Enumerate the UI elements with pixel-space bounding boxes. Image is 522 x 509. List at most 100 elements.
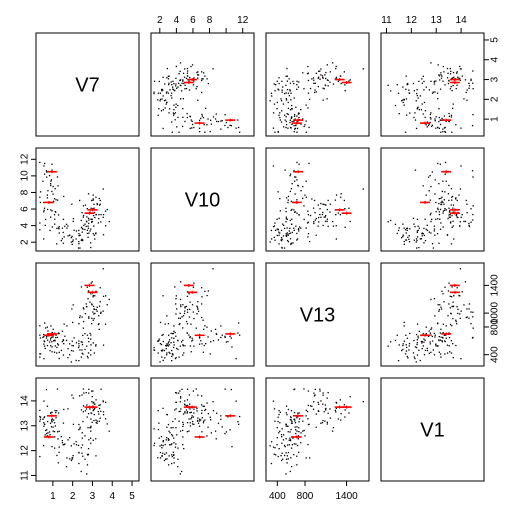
data-point — [197, 301, 199, 303]
data-point — [183, 448, 185, 450]
data-point — [396, 232, 398, 235]
data-point — [326, 79, 328, 81]
data-point — [433, 354, 436, 356]
data-point — [297, 438, 299, 440]
data-point — [86, 208, 88, 210]
data-point — [324, 220, 327, 222]
data-point — [166, 67, 168, 70]
data-point — [215, 113, 217, 115]
data-point — [186, 422, 189, 424]
data-point — [434, 315, 436, 317]
data-point — [448, 207, 450, 209]
data-point — [216, 412, 218, 414]
data-point — [287, 113, 289, 116]
data-point — [98, 413, 100, 415]
data-point — [98, 305, 101, 307]
data-point — [172, 451, 174, 453]
data-point — [93, 211, 96, 214]
data-point — [65, 223, 68, 225]
data-point — [46, 197, 49, 199]
data-point — [305, 196, 307, 198]
data-point — [100, 312, 102, 314]
data-point — [51, 421, 53, 423]
data-point — [159, 321, 162, 324]
data-point — [168, 334, 170, 336]
data-point — [285, 124, 288, 126]
data-point — [280, 121, 283, 123]
data-point — [459, 268, 462, 270]
data-point — [189, 403, 191, 405]
data-point — [450, 70, 452, 72]
data-point — [193, 408, 195, 410]
data-point — [448, 303, 450, 305]
data-point — [281, 442, 283, 444]
data-point — [390, 90, 392, 92]
data-point — [90, 218, 92, 220]
data-point — [418, 80, 420, 82]
data-point — [286, 227, 288, 229]
data-point — [456, 323, 458, 325]
data-point — [466, 89, 468, 91]
data-point — [284, 454, 286, 457]
data-point — [169, 432, 171, 434]
data-point — [422, 75, 424, 77]
data-point — [62, 422, 65, 424]
data-point — [429, 214, 432, 216]
data-point — [86, 404, 88, 406]
data-point — [172, 435, 174, 437]
data-point — [158, 338, 160, 340]
data-point — [444, 286, 446, 288]
data-point — [286, 113, 288, 115]
data-point — [448, 211, 451, 213]
data-point — [180, 408, 182, 410]
data-point — [313, 401, 315, 403]
data-point — [305, 415, 307, 417]
data-point — [210, 330, 212, 332]
data-point — [288, 444, 290, 446]
data-point — [459, 313, 461, 315]
data-point — [163, 100, 166, 102]
data-point — [52, 193, 54, 195]
data-point — [157, 92, 160, 94]
data-point — [91, 199, 93, 202]
data-point — [437, 98, 439, 100]
data-point — [289, 219, 291, 222]
data-point — [225, 431, 228, 433]
data-point — [57, 332, 60, 334]
data-point — [423, 338, 425, 340]
data-point — [291, 422, 293, 424]
panel-V1-vs-V7 — [35, 377, 140, 482]
data-point — [288, 439, 290, 441]
data-point — [465, 316, 467, 319]
data-point — [320, 400, 322, 402]
data-point — [414, 119, 417, 121]
data-point — [177, 86, 179, 88]
data-point — [173, 114, 175, 116]
data-point — [287, 451, 290, 454]
data-point — [439, 304, 441, 306]
data-point — [423, 341, 425, 343]
data-point — [326, 421, 328, 423]
data-point — [58, 357, 60, 360]
data-point — [294, 180, 296, 182]
data-point — [62, 444, 65, 446]
data-point — [91, 221, 93, 223]
data-point — [80, 226, 83, 228]
data-point — [186, 311, 189, 313]
data-point — [444, 334, 447, 336]
data-point — [277, 455, 279, 458]
data-point — [93, 413, 95, 416]
data-point — [184, 68, 186, 70]
data-point — [42, 418, 44, 420]
data-point — [202, 319, 204, 321]
data-point — [290, 243, 292, 245]
data-point — [158, 437, 160, 439]
panel-frame — [265, 32, 370, 137]
data-point — [172, 112, 174, 114]
data-point — [105, 225, 107, 227]
data-point — [98, 323, 100, 325]
data-point — [340, 82, 342, 85]
data-point — [167, 78, 170, 80]
data-point — [157, 457, 159, 459]
data-point — [335, 225, 337, 227]
